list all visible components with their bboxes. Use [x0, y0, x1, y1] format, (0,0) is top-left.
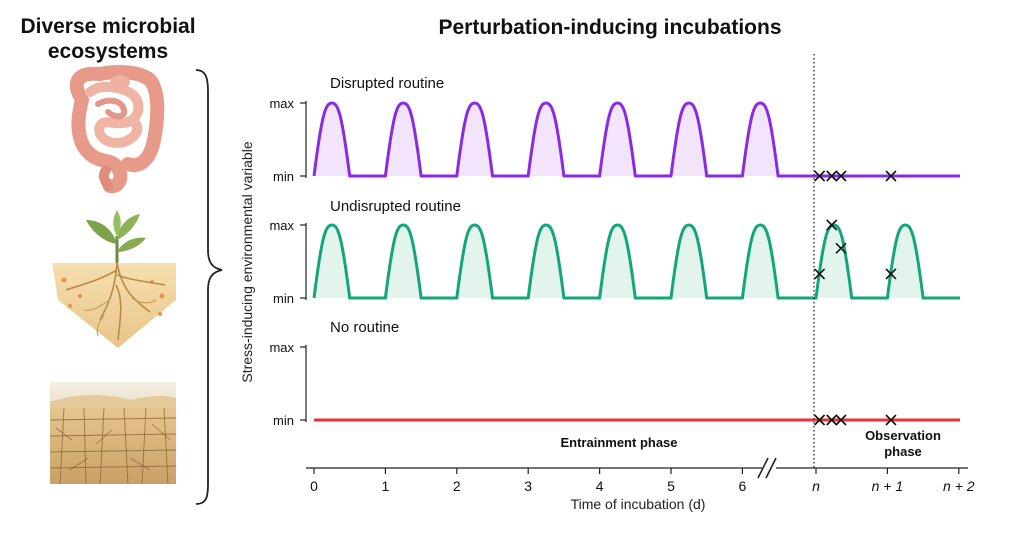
panel-title: Disrupted routine: [330, 75, 444, 92]
y-tick-label-min: min: [273, 169, 294, 184]
panel-title: No routine: [330, 319, 399, 336]
sample-point-marker: [826, 170, 838, 182]
y-axis-label: Stress-inducing environmental variable: [239, 141, 255, 382]
x-tick-label: 3: [524, 478, 532, 494]
y-tick-label-min: min: [273, 291, 294, 306]
axis-break-mark-1: [757, 457, 769, 479]
signal-line: [312, 101, 960, 178]
gut-illustration: [69, 65, 165, 194]
sample-point-marker: [826, 414, 838, 426]
left-title: Diverse microbial ecosystems: [0, 14, 216, 64]
sample-point-marker: [835, 242, 847, 254]
plant-soil-illustration: [52, 210, 176, 348]
y-tick-label-max: max: [269, 340, 294, 355]
x-axis: 0 1 2 3 4 5 6 n n + 1 n + 2: [306, 457, 975, 494]
x-tick-label: 4: [596, 478, 604, 494]
panel-3: No routine max min: [269, 319, 960, 428]
y-tick-label-max: max: [269, 218, 294, 233]
observation-phase-label-line2: phase: [884, 444, 922, 459]
x-tick-label: 6: [739, 478, 747, 494]
sample-point-marker: [814, 414, 826, 426]
left-title-line1: Diverse microbial: [20, 15, 196, 38]
sample-point-marker: [835, 414, 847, 426]
left-title-line2: ecosystems: [47, 40, 169, 63]
observation-phase-label-line1: Observation: [865, 428, 941, 443]
panel-title: Undisrupted routine: [330, 198, 461, 215]
sample-point-marker: [885, 414, 897, 426]
entrainment-phase-label: Entrainment phase: [560, 435, 677, 450]
sample-point-marker: [835, 170, 847, 182]
curly-brace: [195, 69, 223, 505]
x-axis-label: Time of incubation (d): [571, 496, 706, 512]
sample-point-marker: [885, 170, 897, 182]
sample-point-marker: [826, 219, 838, 231]
panel-2: Undisrupted routine max min: [269, 198, 960, 306]
x-tick-label: n: [812, 478, 820, 494]
x-tick-label: 0: [310, 478, 318, 494]
panel-1: Disrupted routine max min: [269, 75, 960, 184]
y-tick-label-min: min: [273, 413, 294, 428]
sample-point-marker: [814, 268, 826, 280]
sample-point-marker: [885, 268, 897, 280]
sample-point-marker: [814, 170, 826, 182]
main-title: Perturbation-inducing incubations: [438, 16, 782, 39]
desert-soil-illustration: [49, 382, 177, 485]
x-tick-label: n + 1: [872, 478, 904, 494]
x-ticks: 0 1 2 3 4 5 6 n n + 1 n + 2: [310, 468, 975, 494]
x-tick-label: 2: [453, 478, 461, 494]
axis-break-mark-2: [765, 457, 777, 479]
signal-line: [312, 223, 960, 300]
y-tick-label-max: max: [269, 96, 294, 111]
x-tick-label: n + 2: [943, 478, 975, 494]
x-tick-label: 1: [382, 478, 390, 494]
x-tick-label: 5: [667, 478, 675, 494]
